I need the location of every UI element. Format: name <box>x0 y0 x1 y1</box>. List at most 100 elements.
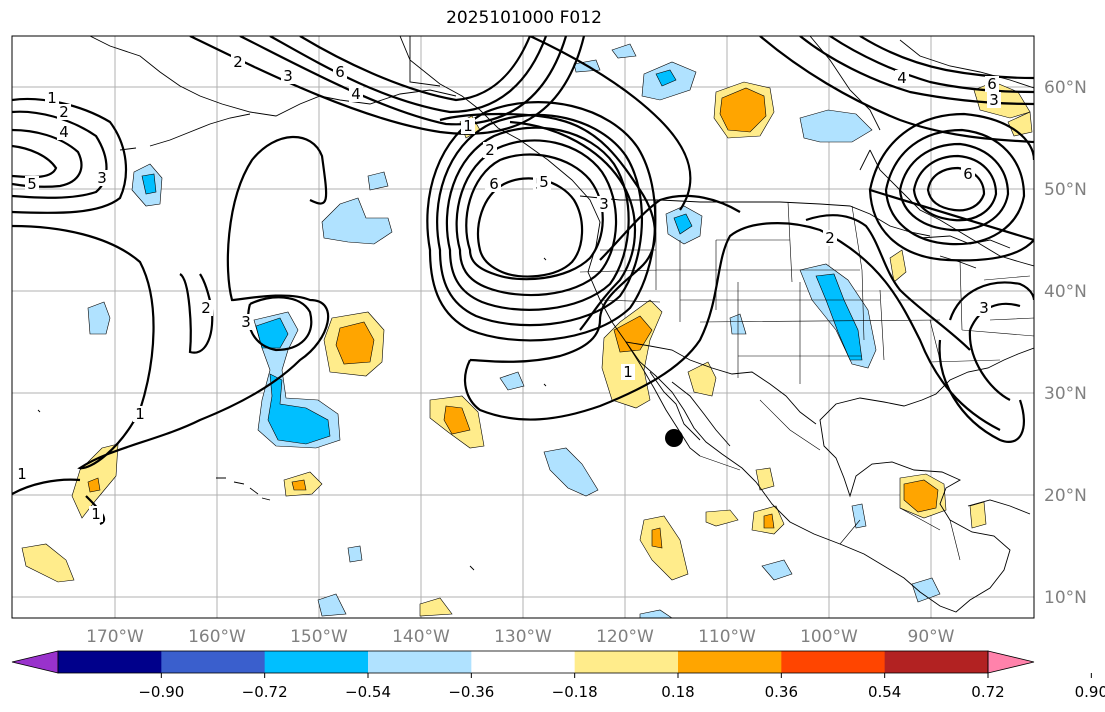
contour-line <box>859 36 1034 80</box>
contour-label-bg <box>487 176 501 192</box>
shade-negative <box>799 109 873 143</box>
contour-line <box>938 281 1034 443</box>
contour-label: 6 <box>335 63 345 81</box>
map-frame <box>11 35 1035 619</box>
contour-line <box>455 139 618 297</box>
shade-negative <box>367 171 389 191</box>
contour-label-bg <box>57 104 71 120</box>
colorbar-segment <box>161 651 266 673</box>
shade-positive <box>969 501 987 529</box>
contour-line <box>299 36 532 102</box>
shade-positive <box>651 527 663 549</box>
contour-label: 1 <box>91 505 101 523</box>
contour-label-bg <box>985 76 999 92</box>
contour-label: 2 <box>233 53 243 71</box>
colorbar-segment <box>471 651 576 673</box>
shade-positive <box>613 315 653 353</box>
longitude-tick-label: 160°W <box>188 627 246 647</box>
coastline-alaska <box>89 36 457 117</box>
contour-line <box>912 154 998 222</box>
contour-label: 3 <box>989 91 999 109</box>
contour-line <box>926 166 986 212</box>
contour-line <box>509 120 636 331</box>
contour-line <box>269 36 548 114</box>
contour-label: 1 <box>135 405 145 423</box>
border-alaska-canada <box>409 36 441 87</box>
contour-label: 1 <box>47 89 57 107</box>
contour-label: 1 <box>17 465 27 483</box>
contour-line <box>829 36 1034 94</box>
shade-positive <box>335 321 375 365</box>
shade-negative <box>321 197 393 245</box>
longitude-tick-labels: 170°W 160°W 150°W 140°W 130°W 120°W 110°W 100°W… <box>86 627 955 647</box>
contour-label: 3 <box>979 299 989 317</box>
colorbar-outline <box>57 650 989 674</box>
contour-line <box>529 36 692 211</box>
shade-positive <box>705 509 739 527</box>
contour-line <box>805 214 971 351</box>
shade-negative <box>639 609 673 618</box>
colorbar-segment <box>884 651 989 673</box>
shade-negative <box>815 273 863 361</box>
longitude-tick-label: 110°W <box>698 627 756 647</box>
contour-line <box>463 222 1001 431</box>
shade-positive <box>687 361 717 397</box>
shade-positive <box>719 87 767 133</box>
colorbar-tick-label: 0.72 <box>971 683 1004 701</box>
longitude-tick-label: 100°W <box>800 627 858 647</box>
shade-negative <box>543 447 599 497</box>
contour-label: 6 <box>963 165 973 183</box>
contour-label: 6 <box>987 75 997 93</box>
colorbar-tick-label: −0.54 <box>345 683 391 701</box>
contour-line <box>898 142 1010 232</box>
contour-label: 1 <box>463 117 473 135</box>
latitude-tick-labels: 60°N 50°N 40°N 30°N 20°N 10°N <box>1044 78 1087 608</box>
contour-line <box>884 128 1026 246</box>
contour-label-bg <box>977 300 991 316</box>
shade-positive <box>419 597 453 617</box>
colorbar-segment <box>678 651 782 673</box>
contour-line <box>599 194 741 261</box>
colorbar-segment <box>58 651 162 673</box>
colorbar-tick-label: −0.90 <box>138 683 184 701</box>
latitude-tick-label: 40°N <box>1044 282 1087 302</box>
contour-line <box>436 113 644 327</box>
latitude-tick-label: 10°N <box>1044 588 1087 608</box>
contour-line <box>968 302 1021 401</box>
shade-positive <box>755 467 775 491</box>
border-us-mexico <box>625 341 817 425</box>
contour-label-bg <box>895 70 909 86</box>
shade-positive <box>87 477 101 493</box>
contour-line <box>12 110 108 199</box>
contour-line <box>239 36 568 126</box>
contour-label: 4 <box>897 69 907 87</box>
contour-label-bg <box>349 86 363 102</box>
latitude-tick-label: 20°N <box>1044 486 1087 506</box>
contour-label: 3 <box>599 195 609 213</box>
shade-positive <box>21 543 75 583</box>
shade-negative <box>761 559 793 581</box>
colorbar-tick-label: 0.90 <box>1075 683 1105 701</box>
contour-label-bg <box>621 364 635 380</box>
contour-line <box>439 112 657 363</box>
colorbar-extend-low <box>11 650 59 674</box>
contour-label: 4 <box>59 123 69 141</box>
shade-negative <box>317 593 347 617</box>
colorbar-extend-high <box>987 650 1035 674</box>
shade-positive <box>291 479 307 491</box>
contour-label-bg <box>231 54 245 70</box>
contour-label-bg <box>133 406 147 422</box>
contour-label: 3 <box>283 67 293 85</box>
coastline-islands <box>37 257 547 571</box>
colorbar-tick-label: −0.18 <box>552 683 598 701</box>
contour-label: 1 <box>623 363 633 381</box>
contour-line <box>189 36 586 135</box>
shade-negative <box>655 69 677 87</box>
shade-negative <box>347 545 363 563</box>
contour-label: 2 <box>485 141 495 159</box>
contour-label-bg <box>199 300 213 316</box>
contour-label: 2 <box>59 103 69 121</box>
contour-label: 6 <box>489 175 499 193</box>
contour-label-bg <box>95 170 109 186</box>
